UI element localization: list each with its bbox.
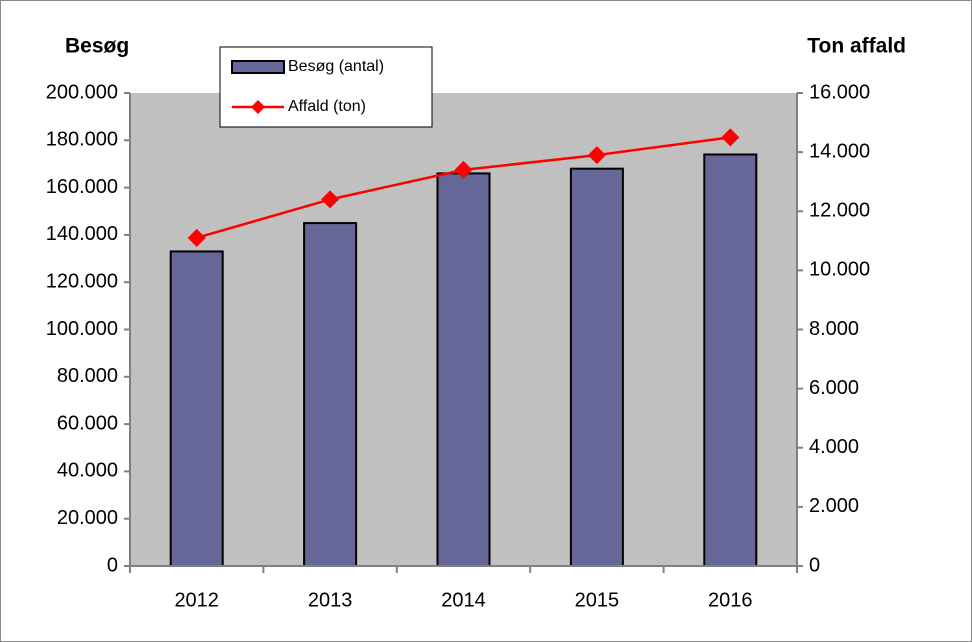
bar <box>703 153 758 568</box>
x-tick-label: 2015 <box>575 589 620 611</box>
marker <box>454 160 473 179</box>
y2-tick-label: 2.000 <box>809 495 859 517</box>
y-tick-label: 160.000 <box>46 176 118 198</box>
y2-tick-label: 12.000 <box>809 200 870 222</box>
bar <box>169 250 224 568</box>
bar <box>569 167 624 567</box>
marker <box>321 190 340 209</box>
y2-tick-label: 8.000 <box>809 318 859 340</box>
y-tick-label: 40.000 <box>57 460 118 482</box>
y-tick-label: 0 <box>107 554 118 576</box>
legend-label: Affald (ton) <box>288 98 366 115</box>
y2-tick-label: 16.000 <box>809 81 870 103</box>
legend-label: Besøg (antal) <box>288 58 384 75</box>
bar <box>303 222 358 567</box>
x-tick-label: 2013 <box>308 589 353 611</box>
y-tick-label: 20.000 <box>57 507 118 529</box>
marker <box>187 228 206 247</box>
x-tick-label: 2014 <box>441 589 486 611</box>
y-tick-label: 200.000 <box>46 81 118 103</box>
y-tick-label: 120.000 <box>46 270 118 292</box>
legend-marker <box>251 100 265 114</box>
y2-tick-label: 10.000 <box>809 259 870 281</box>
legend-swatch <box>231 60 285 74</box>
y-axis-title: Besøg <box>65 35 129 58</box>
y2-axis-title: Ton affald <box>807 35 906 58</box>
y2-tick-label: 14.000 <box>809 140 870 162</box>
marker <box>587 146 606 165</box>
y2-tick-label: 6.000 <box>809 377 859 399</box>
y2-tick-label: 4.000 <box>809 436 859 458</box>
x-tick-label: 2016 <box>708 589 753 611</box>
y-tick-label: 180.000 <box>46 129 118 151</box>
y-tick-label: 140.000 <box>46 223 118 245</box>
y-tick-label: 100.000 <box>46 318 118 340</box>
bar <box>436 172 491 567</box>
marker <box>721 128 740 147</box>
x-tick-label: 2012 <box>174 589 219 611</box>
y-tick-label: 60.000 <box>57 412 118 434</box>
y-tick-label: 80.000 <box>57 365 118 387</box>
y2-tick-label: 0 <box>809 554 820 576</box>
